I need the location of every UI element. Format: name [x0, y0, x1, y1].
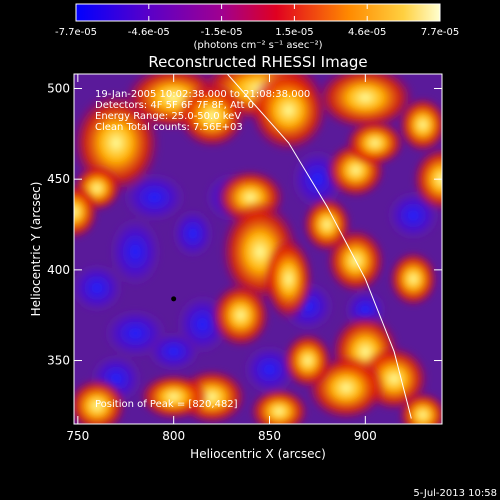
peak-position-label: Position of Peak = [820,482] — [95, 399, 238, 410]
x-tick-label: 850 — [258, 429, 281, 443]
colorbar-ticks — [75, 4, 441, 21]
x-axis-ticks: 750 800 850 900 — [66, 74, 377, 443]
y-axis-ticks: 350 400 450 500 — [47, 82, 442, 368]
colorbar-tick-label: -4.6e-05 — [128, 27, 170, 38]
colorbar — [75, 3, 441, 22]
annotation-line: Detectors: 4F 5F 6F 7F 8F, Att 0 — [95, 100, 254, 111]
colorbar-tick-label: 4.6e-05 — [348, 27, 386, 38]
y-tick-label: 500 — [47, 82, 70, 96]
annotation-line: Clean Total counts: 7.56E+03 — [95, 122, 243, 133]
plot-frame — [73, 73, 443, 425]
annotation-line: Energy Range: 25.0-50.0 keV — [95, 111, 241, 122]
colorbar-tick-label: 1.5e-05 — [275, 27, 313, 38]
x-axis-label: Heliocentric X (arcsec) — [190, 447, 326, 461]
y-tick-label: 400 — [47, 263, 70, 277]
colorbar-unit-label: (photons cm⁻² s⁻¹ asec⁻²) — [193, 40, 322, 51]
colorbar-tick-labels: -7.7e-05 -4.6e-05 -1.5e-05 1.5e-05 4.6e-05 7.… — [55, 27, 459, 38]
x-tick-label: 750 — [66, 429, 89, 443]
colorbar-tick-label: -1.5e-05 — [201, 27, 243, 38]
colorbar-tick-label: 7.7e-05 — [421, 27, 459, 38]
y-tick-label: 350 — [47, 354, 70, 368]
colorbar-tick-label: -7.7e-05 — [55, 27, 97, 38]
y-tick-label: 450 — [47, 172, 70, 186]
footer-date: 5-Jul-2013 10:58 — [413, 488, 497, 499]
x-tick-label: 800 — [162, 429, 185, 443]
x-tick-label: 900 — [354, 429, 377, 443]
peak-marker-dot — [171, 296, 177, 302]
annotation-line: 19-Jan-2005 10:02:38.000 to 21:08:38.000 — [95, 89, 310, 100]
chart-title: Reconstructed RHESSI Image — [148, 53, 367, 71]
annotation-text: 19-Jan-2005 10:02:38.000 to 21:08:38.000… — [95, 89, 310, 410]
y-axis-label: Heliocentric Y (arcsec) — [29, 182, 43, 317]
solar-limb-curve — [226, 74, 412, 419]
